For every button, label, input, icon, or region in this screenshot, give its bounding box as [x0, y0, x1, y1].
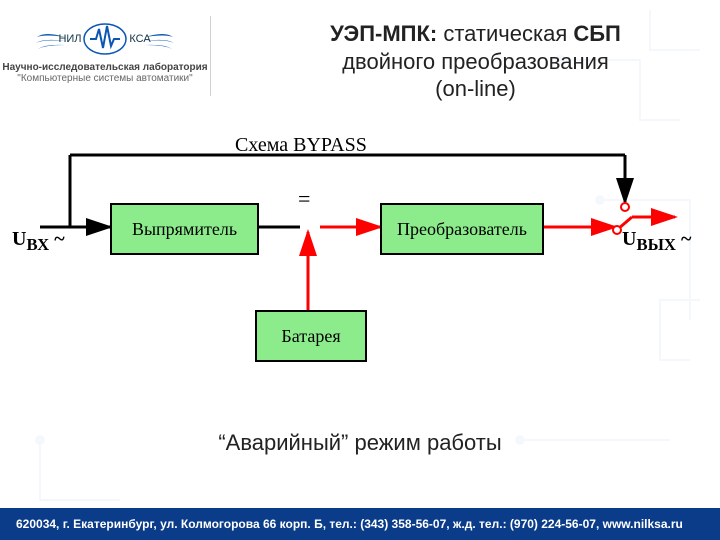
- logo-subtitle-1: Научно-исследовательская лаборатория: [2, 62, 207, 73]
- mode-caption: “Аварийный” режим работы: [0, 430, 720, 456]
- logo-icon: НИЛ КСА: [35, 16, 175, 58]
- logo-right-text: КСА: [129, 33, 151, 45]
- bypass-label: Схема BYPASS: [235, 134, 367, 157]
- logo-left-text: НИЛ: [58, 33, 81, 45]
- node-inverter: Преобразователь: [380, 203, 544, 255]
- switch-terminal-0: [621, 203, 629, 211]
- footer-bar: 620034, г. Екатеринбург, ул. Колмогорова…: [0, 508, 720, 540]
- title-block: УЭП-МПК: статическая СБП двойного преобр…: [231, 16, 720, 106]
- title-line-2: двойного преобразования: [231, 48, 720, 76]
- diagram-wires: [10, 120, 710, 420]
- logo-subtitle-2: "Компьютерные системы автоматики": [17, 73, 192, 84]
- switch-terminal-1: [613, 226, 621, 234]
- footer-text: 620034, г. Екатеринбург, ул. Колмогорова…: [16, 517, 683, 531]
- logo-block: НИЛ КСА Научно-исследовательская лаборат…: [0, 16, 210, 106]
- u-in-label: UВХ ~: [12, 228, 65, 255]
- title-1b: статическая: [437, 21, 573, 46]
- u-out-label: UВЫХ ~: [622, 228, 691, 255]
- title-1a: УЭП-МПК:: [330, 21, 437, 46]
- title-line-3: (on-line): [231, 75, 720, 103]
- dc-symbol: =: [298, 186, 310, 212]
- title-line-1: УЭП-МПК: статическая СБП: [231, 20, 720, 48]
- node-rectifier: Выпрямитель: [110, 203, 259, 255]
- node-battery: Батарея: [255, 310, 367, 362]
- header-divider: [210, 16, 211, 96]
- header: НИЛ КСА Научно-исследовательская лаборат…: [0, 16, 720, 106]
- diagram: Схема BYPASS = UВХ ~ UВЫХ ~ Выпрямитель П…: [10, 120, 710, 420]
- title-1c: СБП: [573, 21, 621, 46]
